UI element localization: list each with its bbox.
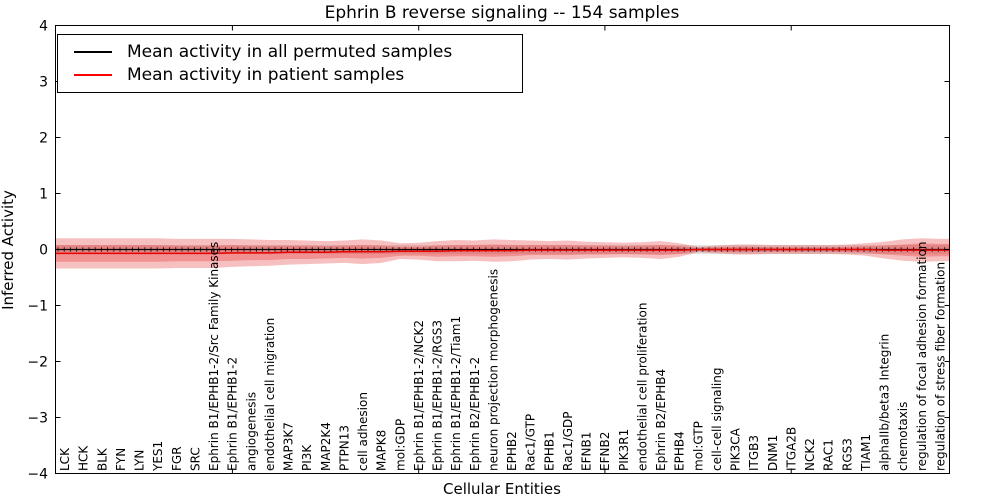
x-tick-label: PI3K xyxy=(300,444,314,471)
y-tick-label: 1 xyxy=(39,187,48,203)
x-tick-label: Ephrin B1/EPHB1-2/Tiam1 xyxy=(449,316,463,471)
x-tick-label: PTPN13 xyxy=(337,425,351,471)
y-tick-label: −3 xyxy=(27,411,48,427)
x-tick-label: Rac1/GDP xyxy=(561,412,575,471)
x-tick-label: alphaIIb/beta3 Integrin xyxy=(878,334,892,471)
x-tick-label: chemotaxis xyxy=(896,402,910,471)
x-tick-label: Ephrin B1/EPHB1-2/NCK2 xyxy=(412,320,426,471)
band-2 xyxy=(55,243,950,262)
x-axis-label: Cellular Entities xyxy=(443,480,561,498)
x-tick-label: SRC xyxy=(188,447,202,471)
x-tick-label: endothelial cell proliferation xyxy=(635,303,649,471)
x-tick-label: EFNB2 xyxy=(598,432,612,471)
legend: Mean activity in all permuted samples Me… xyxy=(57,34,523,93)
x-tick-label: RAC1 xyxy=(822,439,836,471)
x-tick-label: Ephrin B1/EPHB1-2/Src Family Kinases xyxy=(207,242,221,471)
y-tick-label: 0 xyxy=(39,243,48,259)
x-tick-label: cell adhesion xyxy=(356,392,370,471)
legend-line-patient-icon xyxy=(74,74,112,76)
x-tick-label: mol:GDP xyxy=(393,419,407,471)
x-tick-label: Ephrin B2/EPHB4 xyxy=(654,369,668,471)
legend-item-permuted: Mean activity in all permuted samples xyxy=(58,41,522,62)
y-tick-label: 2 xyxy=(39,131,48,147)
band-1 xyxy=(55,238,950,269)
x-tick-label: endothelial cell migration xyxy=(263,318,277,471)
x-tick-label: LYN xyxy=(133,450,147,471)
x-tick-label: RGS3 xyxy=(840,438,854,471)
x-tick-label: FGR xyxy=(170,446,184,471)
chart-title: Ephrin B reverse signaling -- 154 sample… xyxy=(324,3,680,23)
y-tick-label: −4 xyxy=(27,467,48,483)
x-tick-label: regulation of stress fiber formation xyxy=(933,262,947,471)
x-tick-label: EPHB2 xyxy=(505,431,519,471)
x-tick-label: EPHB1 xyxy=(542,431,556,471)
x-tick-label: MAP3K7 xyxy=(282,422,296,471)
y-tick-label: 3 xyxy=(39,75,48,91)
x-tick-label: BLK xyxy=(95,447,109,471)
x-tick-label: YES1 xyxy=(151,441,165,472)
legend-label-patient: Mean activity in patient samples xyxy=(127,64,405,85)
x-tick-label: LCK xyxy=(58,447,72,471)
legend-item-patient: Mean activity in patient samples xyxy=(58,64,522,85)
x-tick-label: NCK2 xyxy=(803,438,817,471)
x-tick-label: cell-cell signaling xyxy=(710,368,724,472)
x-tick-label: mol:GTP xyxy=(691,421,705,471)
x-tick-label: MAPK8 xyxy=(375,430,389,471)
x-tick-label: ITGB3 xyxy=(747,435,761,471)
x-tick-label: MAP2K4 xyxy=(319,422,333,471)
x-tick-label: TIAM1 xyxy=(859,434,873,472)
x-tick-label: EPHB4 xyxy=(673,431,687,471)
y-tick-label: 4 xyxy=(39,19,48,35)
x-tick-label: HCK xyxy=(77,445,91,471)
y-tick-label: −2 xyxy=(27,355,48,371)
x-tick-label: DNM1 xyxy=(766,435,780,471)
x-tick-label: neuron projection morphogenesis xyxy=(486,269,500,471)
x-tick-label: Ephrin B1/EPHB1-2 xyxy=(226,357,240,471)
patient-mean-line xyxy=(55,248,950,255)
legend-label-permuted: Mean activity in all permuted samples xyxy=(127,41,453,62)
x-tick-label: angiogenesis xyxy=(244,392,258,471)
x-tick-label: ITGA2B xyxy=(784,427,798,471)
legend-line-permuted-icon xyxy=(74,51,112,53)
x-tick-label: regulation of focal adhesion formation xyxy=(915,242,929,471)
x-tick-label: PIK3CA xyxy=(729,427,743,471)
x-tick-label: EFNB1 xyxy=(580,432,594,471)
x-tick-label: PIK3R1 xyxy=(617,429,631,471)
x-tick-label: FYN xyxy=(114,448,128,471)
x-tick-label: Ephrin B1/EPHB1-2/RGS3 xyxy=(431,320,445,471)
x-tick-label: Ephrin B2/EPHB1-2 xyxy=(468,357,482,471)
y-tick-label: −1 xyxy=(27,299,48,315)
x-tick-label: Rac1/GTP xyxy=(524,414,538,471)
